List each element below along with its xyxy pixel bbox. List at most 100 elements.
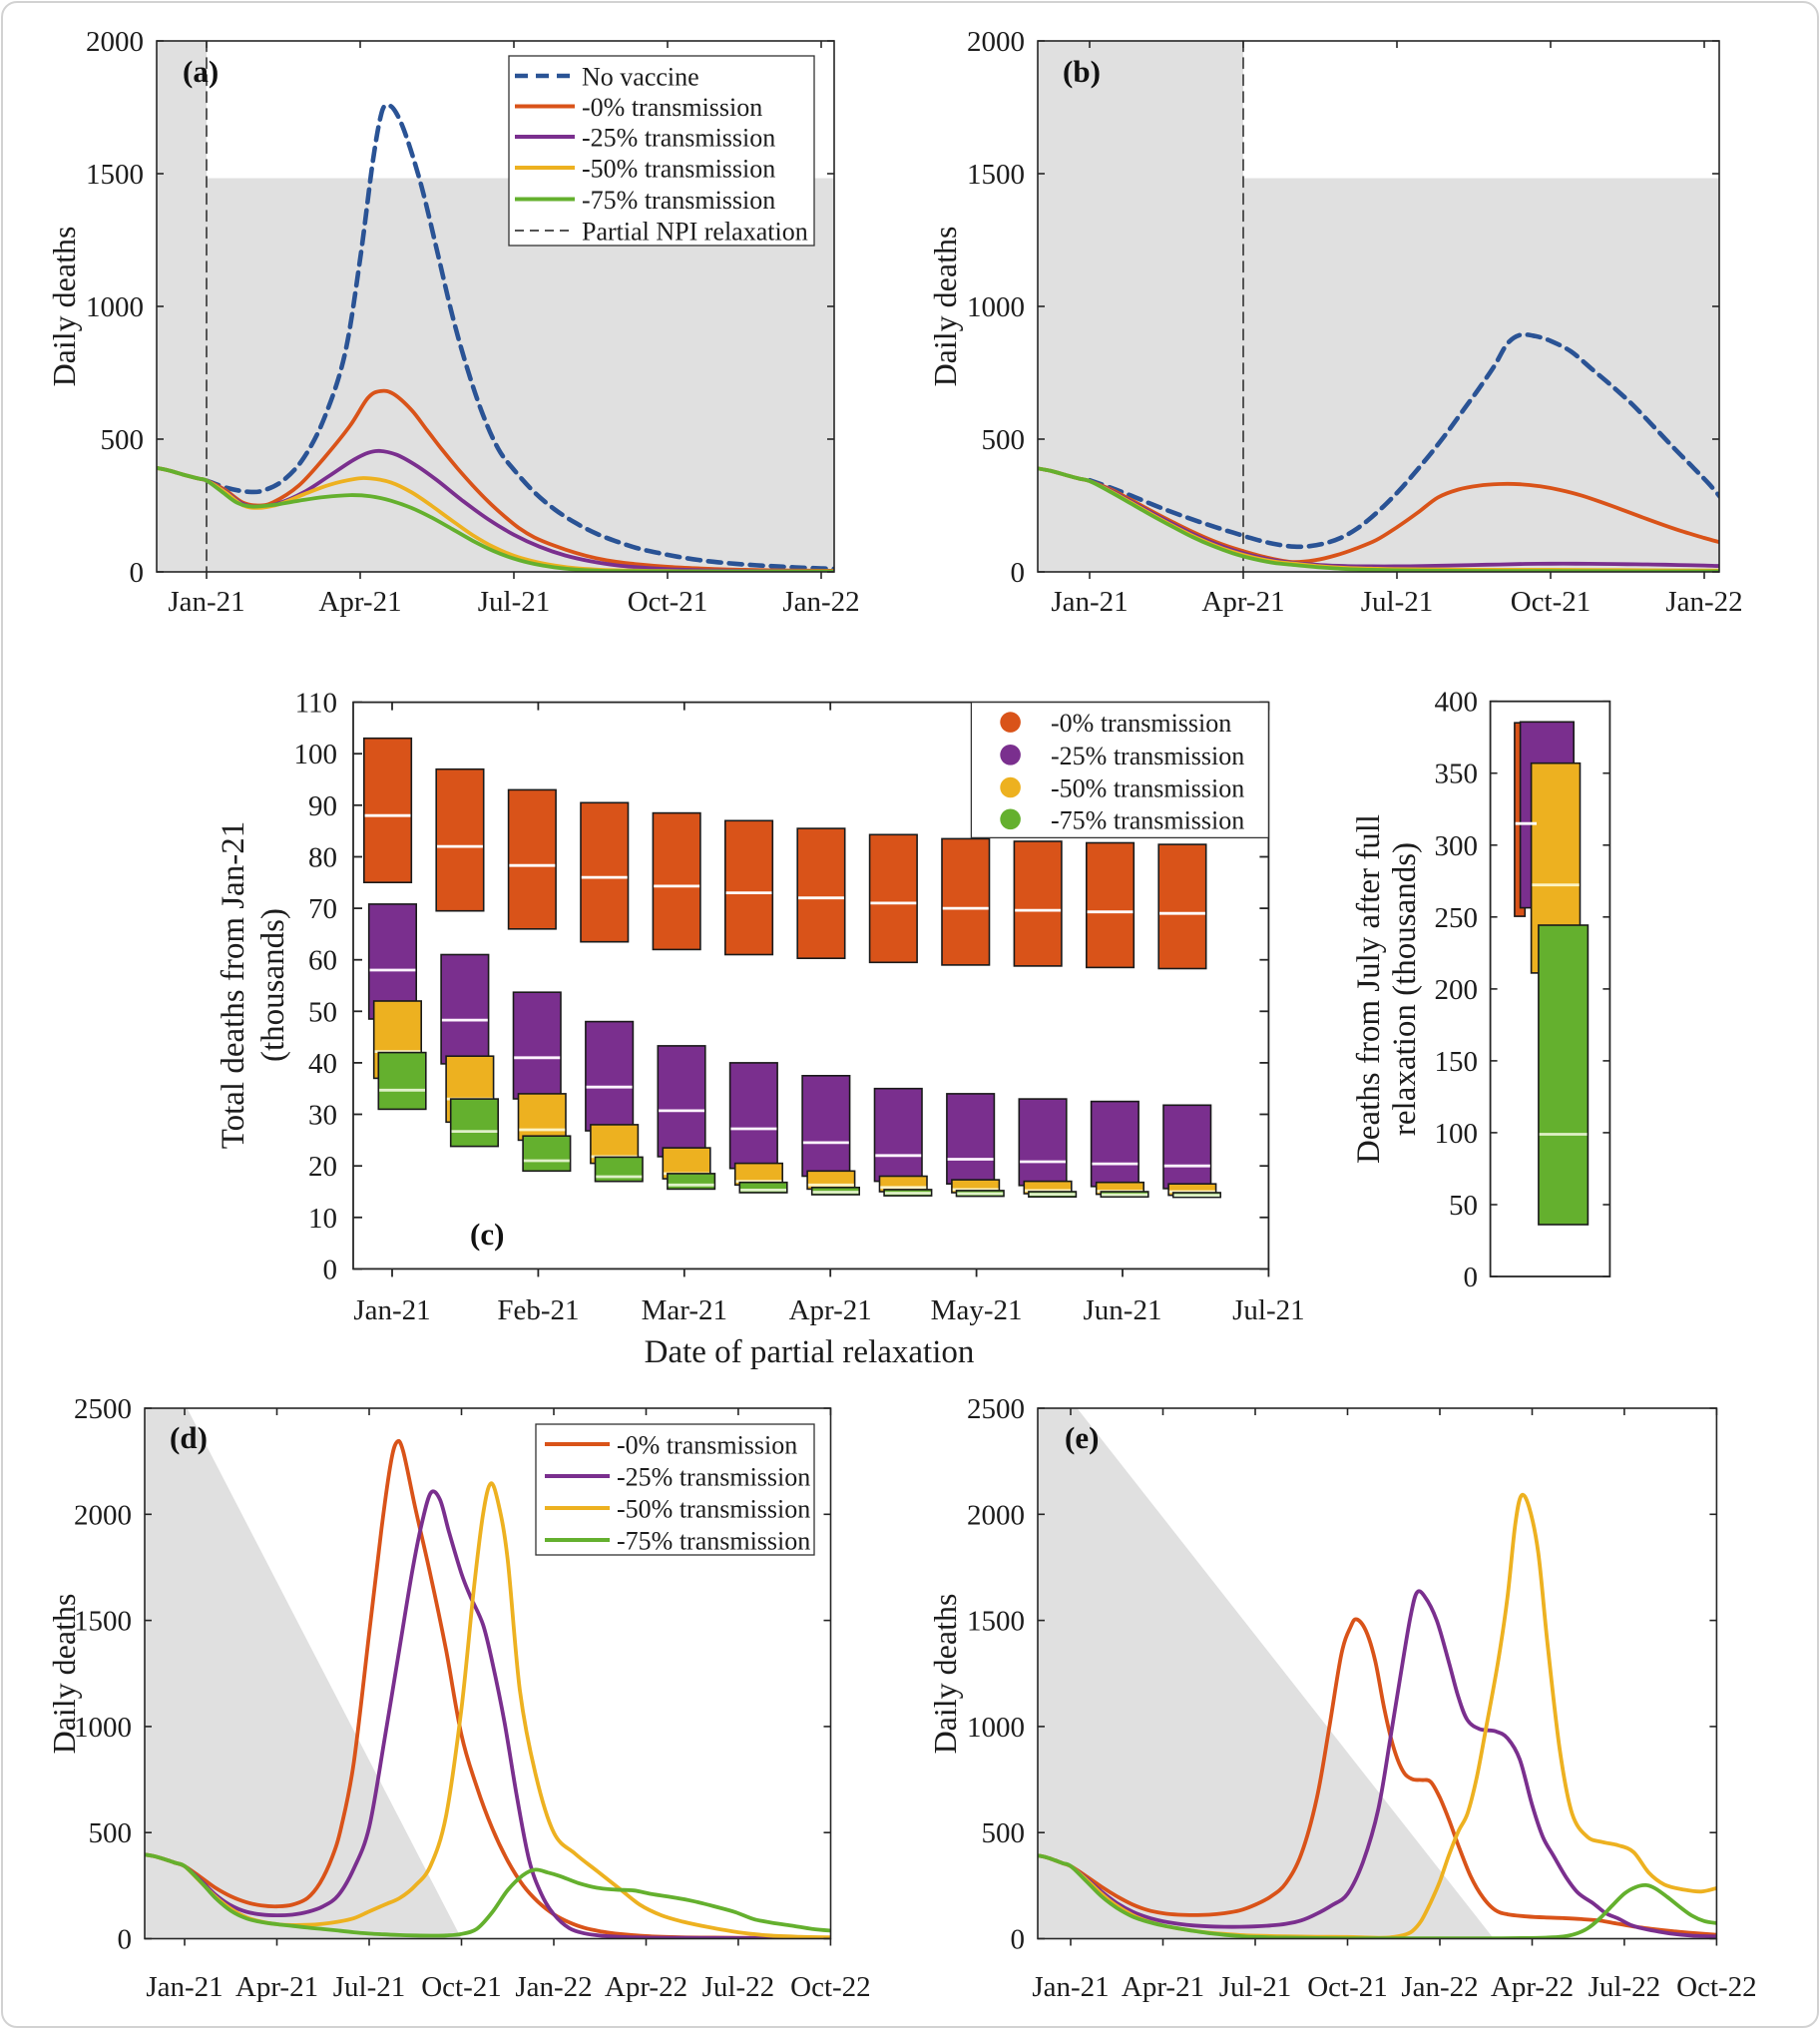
- svg-text:10: 10: [308, 1203, 337, 1235]
- svg-text:90: 90: [308, 790, 337, 822]
- svg-text:Oct-21: Oct-21: [1307, 1971, 1388, 2003]
- svg-text:Deaths from July after full: Deaths from July after full: [1351, 814, 1387, 1164]
- svg-text:2500: 2500: [74, 1393, 132, 1425]
- svg-text:-50% transmission: -50% transmission: [1051, 774, 1244, 803]
- svg-text:200: 200: [1435, 974, 1479, 1006]
- svg-text:1000: 1000: [967, 1712, 1025, 1744]
- svg-text:Apr-21: Apr-21: [235, 1971, 318, 2003]
- svg-text:Jun-21: Jun-21: [1084, 1294, 1162, 1326]
- svg-text:250: 250: [1435, 902, 1479, 934]
- svg-text:2500: 2500: [967, 1393, 1025, 1425]
- svg-text:Jan-22: Jan-22: [782, 586, 859, 618]
- svg-text:Jul-21: Jul-21: [333, 1971, 406, 2003]
- svg-text:Apr-21: Apr-21: [789, 1294, 872, 1326]
- svg-text:Date of partial relaxation: Date of partial relaxation: [645, 1334, 975, 1370]
- svg-text:Daily deaths: Daily deaths: [927, 227, 963, 387]
- svg-text:70: 70: [308, 893, 337, 925]
- svg-text:1500: 1500: [967, 159, 1025, 191]
- svg-text:Apr-22: Apr-22: [1491, 1971, 1574, 2003]
- svg-text:100: 100: [1435, 1118, 1479, 1150]
- svg-text:500: 500: [101, 424, 145, 456]
- svg-text:2000: 2000: [967, 1499, 1025, 1531]
- svg-text:Apr-21: Apr-21: [1201, 586, 1284, 618]
- svg-text:0: 0: [1011, 557, 1026, 589]
- svg-text:(b): (b): [1063, 54, 1101, 89]
- svg-text:-0% transmission: -0% transmission: [582, 93, 762, 122]
- svg-text:Feb-21: Feb-21: [497, 1294, 579, 1326]
- svg-text:Jan-22: Jan-22: [1401, 1971, 1478, 2003]
- svg-text:Jul-21: Jul-21: [1232, 1294, 1305, 1326]
- svg-text:Oct-21: Oct-21: [628, 586, 708, 618]
- svg-text:-50% transmission: -50% transmission: [617, 1495, 810, 1524]
- svg-text:0: 0: [118, 1924, 133, 1956]
- svg-text:Jul-21: Jul-21: [1361, 586, 1434, 618]
- svg-text:Oct-21: Oct-21: [1511, 586, 1592, 618]
- svg-text:60: 60: [308, 945, 337, 977]
- svg-text:1500: 1500: [967, 1606, 1025, 1638]
- svg-text:Mar-21: Mar-21: [642, 1294, 727, 1326]
- svg-text:No vaccine: No vaccine: [582, 63, 699, 92]
- svg-text:-25% transmission: -25% transmission: [582, 124, 775, 153]
- svg-text:30: 30: [308, 1100, 337, 1132]
- svg-text:2000: 2000: [86, 26, 144, 58]
- svg-text:1500: 1500: [86, 159, 144, 191]
- svg-text:May-21: May-21: [931, 1294, 1023, 1326]
- svg-text:Jan-22: Jan-22: [515, 1971, 592, 2003]
- svg-text:(thousands): (thousands): [255, 908, 291, 1062]
- svg-text:500: 500: [982, 1817, 1026, 1849]
- svg-text:1000: 1000: [74, 1712, 132, 1744]
- svg-text:-25% transmission: -25% transmission: [617, 1463, 810, 1492]
- svg-text:Apr-22: Apr-22: [605, 1971, 687, 2003]
- svg-text:(a): (a): [183, 54, 219, 89]
- svg-text:relaxation (thousands): relaxation (thousands): [1387, 842, 1423, 1136]
- svg-text:-75% transmission: -75% transmission: [582, 186, 775, 215]
- svg-text:0: 0: [1464, 1262, 1479, 1293]
- svg-text:(e): (e): [1065, 1420, 1099, 1455]
- svg-text:110: 110: [295, 688, 337, 720]
- svg-text:Daily deaths: Daily deaths: [927, 1594, 963, 1755]
- svg-text:Jul-21: Jul-21: [478, 586, 551, 618]
- svg-text:Jan-21: Jan-21: [1032, 1971, 1109, 2003]
- svg-text:0: 0: [130, 557, 145, 589]
- svg-text:Partial NPI relaxation: Partial NPI relaxation: [582, 218, 808, 247]
- svg-text:0: 0: [323, 1254, 338, 1285]
- svg-text:Total deaths from Jan-21: Total deaths from Jan-21: [216, 821, 251, 1150]
- svg-text:2000: 2000: [967, 26, 1025, 58]
- svg-text:1000: 1000: [967, 291, 1025, 323]
- svg-text:-75% transmission: -75% transmission: [617, 1527, 810, 1556]
- svg-text:80: 80: [308, 842, 337, 874]
- svg-text:Oct-21: Oct-21: [421, 1971, 502, 2003]
- svg-text:Jan-21: Jan-21: [353, 1294, 430, 1326]
- svg-text:-0% transmission: -0% transmission: [1051, 709, 1231, 738]
- svg-text:0: 0: [1011, 1924, 1026, 1956]
- svg-text:50: 50: [1449, 1190, 1478, 1222]
- svg-text:Jan-22: Jan-22: [1665, 586, 1742, 618]
- svg-text:Apr-21: Apr-21: [318, 586, 401, 618]
- svg-text:Jul-22: Jul-22: [1589, 1971, 1661, 2003]
- svg-text:-50% transmission: -50% transmission: [582, 155, 775, 184]
- svg-text:500: 500: [982, 424, 1026, 456]
- svg-text:350: 350: [1435, 759, 1479, 790]
- svg-text:150: 150: [1435, 1046, 1479, 1078]
- svg-text:Jan-21: Jan-21: [1051, 586, 1128, 618]
- svg-text:40: 40: [308, 1048, 337, 1080]
- svg-text:100: 100: [294, 739, 338, 770]
- svg-text:(d): (d): [170, 1420, 208, 1455]
- svg-text:Jul-22: Jul-22: [702, 1971, 775, 2003]
- svg-text:Jul-21: Jul-21: [1219, 1971, 1292, 2003]
- svg-text:300: 300: [1435, 830, 1479, 862]
- svg-text:Daily deaths: Daily deaths: [46, 227, 82, 387]
- svg-text:-75% transmission: -75% transmission: [1051, 805, 1244, 834]
- svg-text:Jan-21: Jan-21: [168, 586, 244, 618]
- svg-text:Apr-21: Apr-21: [1122, 1971, 1204, 2003]
- svg-text:(c): (c): [470, 1217, 504, 1252]
- svg-text:-0% transmission: -0% transmission: [617, 1431, 797, 1460]
- svg-text:400: 400: [1435, 687, 1479, 719]
- svg-text:Oct-22: Oct-22: [790, 1971, 871, 2003]
- svg-text:1500: 1500: [74, 1606, 132, 1638]
- svg-text:2000: 2000: [74, 1499, 132, 1531]
- svg-text:Oct-22: Oct-22: [1676, 1971, 1757, 2003]
- svg-text:-25% transmission: -25% transmission: [1051, 742, 1244, 770]
- svg-text:500: 500: [89, 1817, 133, 1849]
- svg-text:1000: 1000: [86, 291, 144, 323]
